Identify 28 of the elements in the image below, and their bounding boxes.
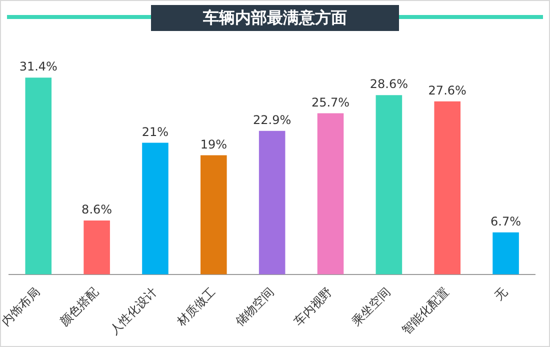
data-label: 21% bbox=[142, 124, 169, 139]
x-tick-label: 车内视野 bbox=[291, 284, 335, 329]
data-label: 27.6% bbox=[428, 84, 466, 98]
x-tick-label: 无 bbox=[492, 284, 510, 304]
bar bbox=[142, 142, 168, 274]
data-label: 8.6% bbox=[82, 202, 112, 217]
data-label: 31.4% bbox=[19, 60, 58, 74]
bar bbox=[25, 78, 52, 274]
bar bbox=[84, 220, 110, 274]
bar bbox=[434, 101, 461, 274]
x-tick-label: 颜色搭配 bbox=[57, 284, 102, 329]
bar bbox=[376, 95, 402, 274]
bar bbox=[317, 113, 344, 274]
x-tick-label: 智能化配置 bbox=[399, 284, 452, 338]
chart-title: 车辆内部最满意方面 bbox=[151, 5, 399, 31]
bar bbox=[492, 232, 519, 274]
x-tick-label: 储物空间 bbox=[232, 284, 276, 329]
x-tick-label: 内饰布局 bbox=[0, 284, 43, 329]
data-label: 25.7% bbox=[311, 95, 350, 110]
bar bbox=[200, 155, 227, 274]
x-tick-label: 人性化设计 bbox=[107, 284, 160, 338]
x-tick-label: 乘坐空间 bbox=[349, 284, 394, 329]
data-label: 19% bbox=[200, 137, 227, 152]
data-label: 28.6% bbox=[370, 77, 408, 92]
data-label: 22.9% bbox=[253, 112, 292, 127]
data-label: 6.7% bbox=[490, 214, 522, 229]
x-tick-label: 材质做工 bbox=[173, 284, 218, 330]
bar bbox=[258, 130, 286, 274]
